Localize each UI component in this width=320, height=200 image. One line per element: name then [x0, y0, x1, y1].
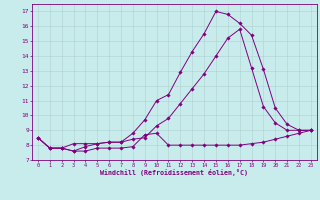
X-axis label: Windchill (Refroidissement éolien,°C): Windchill (Refroidissement éolien,°C): [100, 169, 248, 176]
